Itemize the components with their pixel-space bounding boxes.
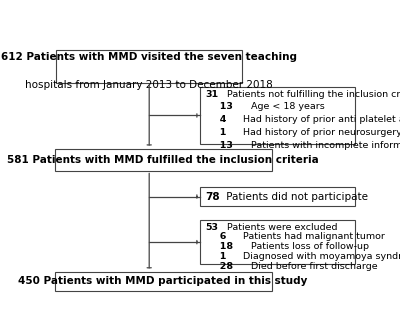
FancyBboxPatch shape: [200, 187, 355, 206]
Text: 18: 18: [210, 242, 233, 251]
Text: 28: 28: [210, 262, 233, 271]
Text: Patients with incomplete information: Patients with incomplete information: [245, 141, 400, 150]
Text: Had history of prior anti platelet agent: Had history of prior anti platelet agent: [237, 115, 400, 124]
FancyBboxPatch shape: [200, 87, 355, 144]
FancyBboxPatch shape: [55, 149, 272, 170]
Text: 612 Patients with MMD visited the seven teaching: 612 Patients with MMD visited the seven …: [1, 52, 297, 62]
Text: Patients were excluded: Patients were excluded: [221, 222, 338, 232]
Text: Patients had malignant tumor: Patients had malignant tumor: [237, 232, 385, 241]
Text: 78: 78: [205, 191, 220, 202]
Text: Patients did not participate: Patients did not participate: [223, 191, 368, 202]
Text: 13: 13: [210, 103, 232, 112]
Text: Had history of prior neurosurgery: Had history of prior neurosurgery: [237, 128, 400, 138]
Text: 1: 1: [210, 128, 226, 138]
FancyBboxPatch shape: [55, 272, 272, 291]
Text: 581 Patients with MMD fulfilled the inclusion criteria: 581 Patients with MMD fulfilled the incl…: [7, 155, 319, 165]
Text: Patients not fulfilling the inclusion criteria: Patients not fulfilling the inclusion cr…: [221, 89, 400, 98]
Text: Patients loss of follow-up: Patients loss of follow-up: [245, 242, 369, 251]
Text: 53: 53: [205, 222, 218, 232]
Text: Diagnosed with moyamoya syndrome: Diagnosed with moyamoya syndrome: [237, 252, 400, 261]
Text: hospitals from January 2013 to December 2018: hospitals from January 2013 to December …: [25, 80, 273, 90]
Text: 1: 1: [210, 252, 226, 261]
Text: 13: 13: [210, 141, 232, 150]
Text: 31: 31: [205, 89, 218, 98]
FancyBboxPatch shape: [200, 220, 355, 264]
Text: 450 Patients with MMD participated in this study: 450 Patients with MMD participated in th…: [18, 276, 308, 287]
Text: 4: 4: [210, 115, 226, 124]
Text: Died before first discharge: Died before first discharge: [245, 262, 378, 271]
Text: Age < 18 years: Age < 18 years: [245, 103, 325, 112]
Text: 6: 6: [210, 232, 226, 241]
FancyBboxPatch shape: [56, 50, 242, 83]
